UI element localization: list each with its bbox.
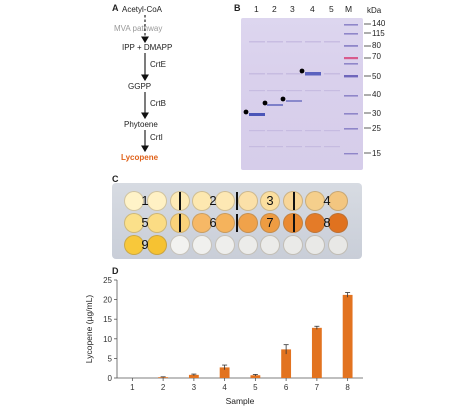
group-divider bbox=[236, 214, 238, 232]
mva-pathway-text: MVA pathway bbox=[114, 24, 163, 33]
marker-80: 80 bbox=[372, 41, 381, 50]
well-number-3: 3 bbox=[266, 193, 274, 208]
group-divider bbox=[179, 192, 181, 210]
crte-text: CrtE bbox=[150, 60, 166, 69]
group-divider bbox=[179, 214, 181, 232]
x-tick-label-8: 8 bbox=[345, 383, 350, 392]
lane2-band-dot bbox=[262, 100, 268, 106]
well-plate-photo: 1 2 3 4 5 6 7 8 9 bbox=[112, 183, 362, 259]
x-tick-label-1: 1 bbox=[130, 383, 135, 392]
group-divider bbox=[293, 214, 295, 232]
marker-40: 40 bbox=[372, 90, 381, 99]
group-divider bbox=[293, 192, 295, 210]
kda-unit-label: kDa bbox=[367, 6, 382, 15]
bar-sample-4 bbox=[219, 367, 230, 378]
y-tick-label: 15 bbox=[103, 315, 112, 324]
y-tick-label: 0 bbox=[108, 374, 113, 383]
dashed-arrow-head bbox=[141, 36, 149, 44]
marker-25: 25 bbox=[372, 124, 381, 133]
marker-50: 50 bbox=[372, 72, 381, 81]
crti-arrow-head bbox=[141, 145, 149, 153]
bar-sample-3 bbox=[188, 374, 199, 378]
lane-label-4: 4 bbox=[310, 4, 315, 14]
ipp-dmapp-text: IPP + DMAPP bbox=[122, 43, 173, 52]
y-tick-label: 5 bbox=[108, 354, 113, 363]
lane4-target-band bbox=[305, 72, 321, 76]
x-tick-label-7: 7 bbox=[315, 383, 320, 392]
marker-115: 115 bbox=[372, 29, 385, 38]
lycopene-bar-chart: 0 5 10 15 20 25 1 2 3 4 5 6 7 8 Sample Lycopene (µg/mL) bbox=[84, 276, 363, 406]
panel-c-label: C bbox=[112, 174, 119, 184]
lane-label-marker: M bbox=[345, 4, 353, 14]
well-number-2: 2 bbox=[209, 193, 217, 208]
panel-b-label: B bbox=[234, 3, 241, 13]
marker-140: 140 bbox=[372, 19, 386, 28]
lane-label-2: 2 bbox=[272, 4, 277, 14]
lycopene-text: Lycopene bbox=[121, 153, 159, 162]
y-tick-label: 25 bbox=[103, 276, 112, 285]
lane1-band-dot bbox=[243, 109, 249, 115]
lane2-target-band bbox=[267, 104, 283, 106]
x-tick-label-3: 3 bbox=[192, 383, 197, 392]
y-tick-label: 10 bbox=[103, 335, 112, 344]
x-tick-label-2: 2 bbox=[161, 383, 166, 392]
well-number-8: 8 bbox=[323, 215, 331, 230]
y-axis-title: Lycopene (µg/mL) bbox=[84, 295, 94, 364]
crti-text: CrtI bbox=[150, 133, 163, 142]
bar-sample-8 bbox=[342, 294, 353, 378]
x-tick-label-4: 4 bbox=[222, 383, 227, 392]
well-number-1: 1 bbox=[141, 193, 149, 208]
lane-label-1: 1 bbox=[254, 4, 259, 14]
marker-15: 15 bbox=[372, 149, 381, 158]
well-number-7: 7 bbox=[266, 215, 274, 230]
marker-30: 30 bbox=[372, 109, 381, 118]
marker-tick-marks bbox=[364, 23, 371, 154]
crte-arrow-head bbox=[141, 74, 149, 82]
phytoene-text: Phytoene bbox=[124, 120, 158, 129]
acetyl-coa-text: Acetyl-CoA bbox=[122, 5, 163, 14]
well-number-4: 4 bbox=[323, 193, 331, 208]
group-divider bbox=[236, 192, 238, 210]
x-axis-title: Sample bbox=[226, 396, 255, 406]
y-tick-label: 20 bbox=[103, 296, 112, 305]
marker-70: 70 bbox=[372, 52, 381, 61]
crtb-arrow-head bbox=[141, 112, 149, 120]
bar-sample-5 bbox=[250, 375, 261, 378]
lane-label-5: 5 bbox=[329, 4, 334, 14]
marker-70-pink-band bbox=[344, 57, 358, 60]
gel-bands bbox=[243, 24, 358, 155]
lane3-band-dot bbox=[280, 96, 286, 102]
panel-d-label: D bbox=[112, 266, 119, 276]
bar-sample-7 bbox=[311, 327, 322, 378]
panel-a-label: A bbox=[112, 3, 119, 13]
well-number-9: 9 bbox=[141, 237, 149, 252]
crtb-text: CrtB bbox=[150, 99, 166, 108]
bar-sample-6 bbox=[281, 349, 292, 378]
sds-page-gel bbox=[241, 18, 363, 170]
well-number-6: 6 bbox=[209, 215, 217, 230]
well-number-5: 5 bbox=[141, 215, 149, 230]
pathway-arrows bbox=[141, 15, 149, 153]
lane3-target-band bbox=[286, 100, 302, 102]
x-tick-label-6: 6 bbox=[284, 383, 289, 392]
lane4-band-dot bbox=[299, 68, 305, 74]
lane1-target-band bbox=[249, 113, 265, 116]
ggpp-text: GGPP bbox=[128, 82, 152, 91]
x-tick-label-5: 5 bbox=[253, 383, 258, 392]
lane-label-3: 3 bbox=[290, 4, 295, 14]
